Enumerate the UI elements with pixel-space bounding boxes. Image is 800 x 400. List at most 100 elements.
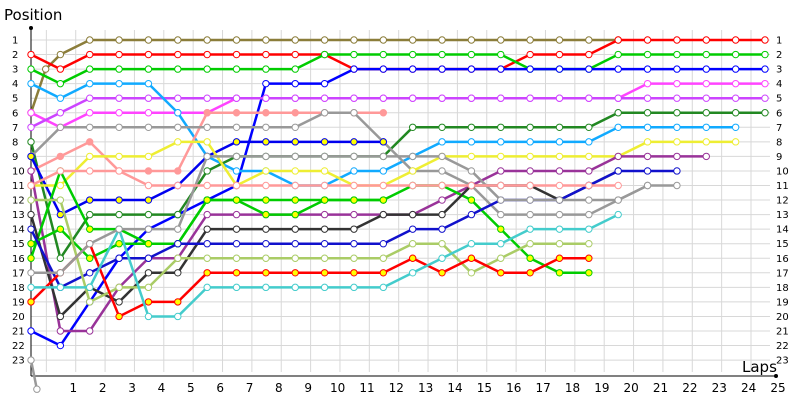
data-point: [350, 167, 358, 175]
data-point: [585, 225, 593, 233]
y-tick-label-right: 1: [776, 36, 782, 47]
y-tick-label: 5: [12, 94, 18, 105]
y-tick-label-right: 15: [776, 239, 789, 250]
data-point: [291, 109, 299, 117]
data-point: [115, 254, 123, 262]
series-22: [27, 167, 622, 190]
data-point: [203, 50, 211, 59]
data-point: [408, 225, 417, 233]
data-point: [526, 94, 534, 102]
data-point: [702, 123, 710, 132]
data-point: [467, 138, 476, 146]
data-point: [467, 181, 476, 190]
data-point: [115, 65, 123, 73]
data-point: [408, 50, 417, 59]
data-point: [585, 210, 593, 219]
data-point: [467, 210, 476, 219]
data-point: [643, 138, 652, 146]
data-point: [174, 298, 182, 306]
data-point: [320, 269, 329, 277]
y-tick-label-right: 14: [776, 225, 789, 236]
data-point: [731, 36, 740, 44]
data-point: [320, 240, 329, 248]
data-point: [262, 109, 270, 117]
data-point: [144, 196, 153, 204]
x-tick-label: 4: [158, 381, 166, 395]
data-point: [27, 123, 35, 132]
data-point: [526, 152, 534, 161]
data-point: [232, 181, 241, 190]
data-point: [467, 65, 476, 73]
data-point: [555, 254, 564, 262]
data-point: [408, 167, 417, 175]
data-point: [144, 225, 153, 233]
data-point: [438, 65, 446, 73]
data-point: [379, 36, 388, 44]
data-point: [761, 94, 769, 102]
data-point: [291, 269, 299, 277]
data-point: [702, 65, 710, 73]
y-tick-label-right: 18: [776, 283, 789, 294]
x-tick-label: 21: [653, 381, 668, 395]
data-point: [86, 240, 94, 248]
data-point: [585, 138, 593, 146]
x-tick-label: 20: [624, 381, 639, 395]
data-point: [56, 312, 65, 321]
data-point: [350, 269, 358, 277]
data-point: [174, 123, 182, 132]
data-point: [144, 94, 153, 102]
data-point: [27, 109, 35, 117]
data-point: [144, 79, 153, 88]
y-tick-label-right: 23: [776, 356, 789, 367]
data-point: [379, 65, 388, 73]
data-point: [673, 65, 681, 73]
data-point: [467, 240, 476, 248]
data-point: [526, 36, 534, 44]
y-tick-label: 12: [12, 196, 25, 207]
data-point: [350, 36, 358, 44]
y-tick-label-right: 11: [776, 181, 789, 192]
data-point: [144, 123, 153, 132]
data-point: [262, 152, 270, 161]
data-point: [438, 225, 446, 233]
data-point: [115, 210, 123, 219]
series-line: [30, 242, 589, 318]
data-point: [555, 65, 564, 73]
data-point: [232, 138, 241, 146]
data-point: [497, 225, 505, 233]
data-point: [56, 269, 65, 277]
data-point: [555, 152, 564, 161]
data-point: [203, 240, 211, 248]
data-point: [350, 196, 358, 204]
data-point: [232, 283, 241, 292]
data-point: [27, 240, 35, 248]
data-point: [379, 152, 388, 161]
series-10: [27, 109, 652, 219]
y-tick-label: 15: [12, 239, 25, 250]
data-point: [702, 36, 710, 44]
y-tick-label-right: 20: [776, 312, 789, 323]
data-point: [761, 79, 769, 88]
data-point: [291, 254, 299, 262]
y-tick-label: 13: [12, 210, 25, 221]
data-point: [673, 138, 681, 146]
data-point: [320, 210, 329, 219]
data-point: [86, 196, 94, 204]
data-point: [115, 79, 123, 88]
data-point: [41, 65, 50, 73]
data-point: [203, 109, 211, 117]
data-point: [56, 196, 65, 204]
data-point: [86, 283, 94, 292]
series-6: [27, 94, 769, 132]
x-tick-label: 11: [359, 381, 374, 395]
data-point: [144, 283, 153, 292]
x-tick-label: 7: [246, 381, 254, 395]
data-point: [438, 94, 446, 102]
data-point: [555, 225, 564, 233]
data-point: [232, 254, 241, 262]
data-point: [673, 94, 681, 102]
data-point: [262, 181, 270, 190]
data-point: [291, 123, 299, 132]
data-point: [555, 269, 564, 277]
data-point: [115, 196, 123, 204]
